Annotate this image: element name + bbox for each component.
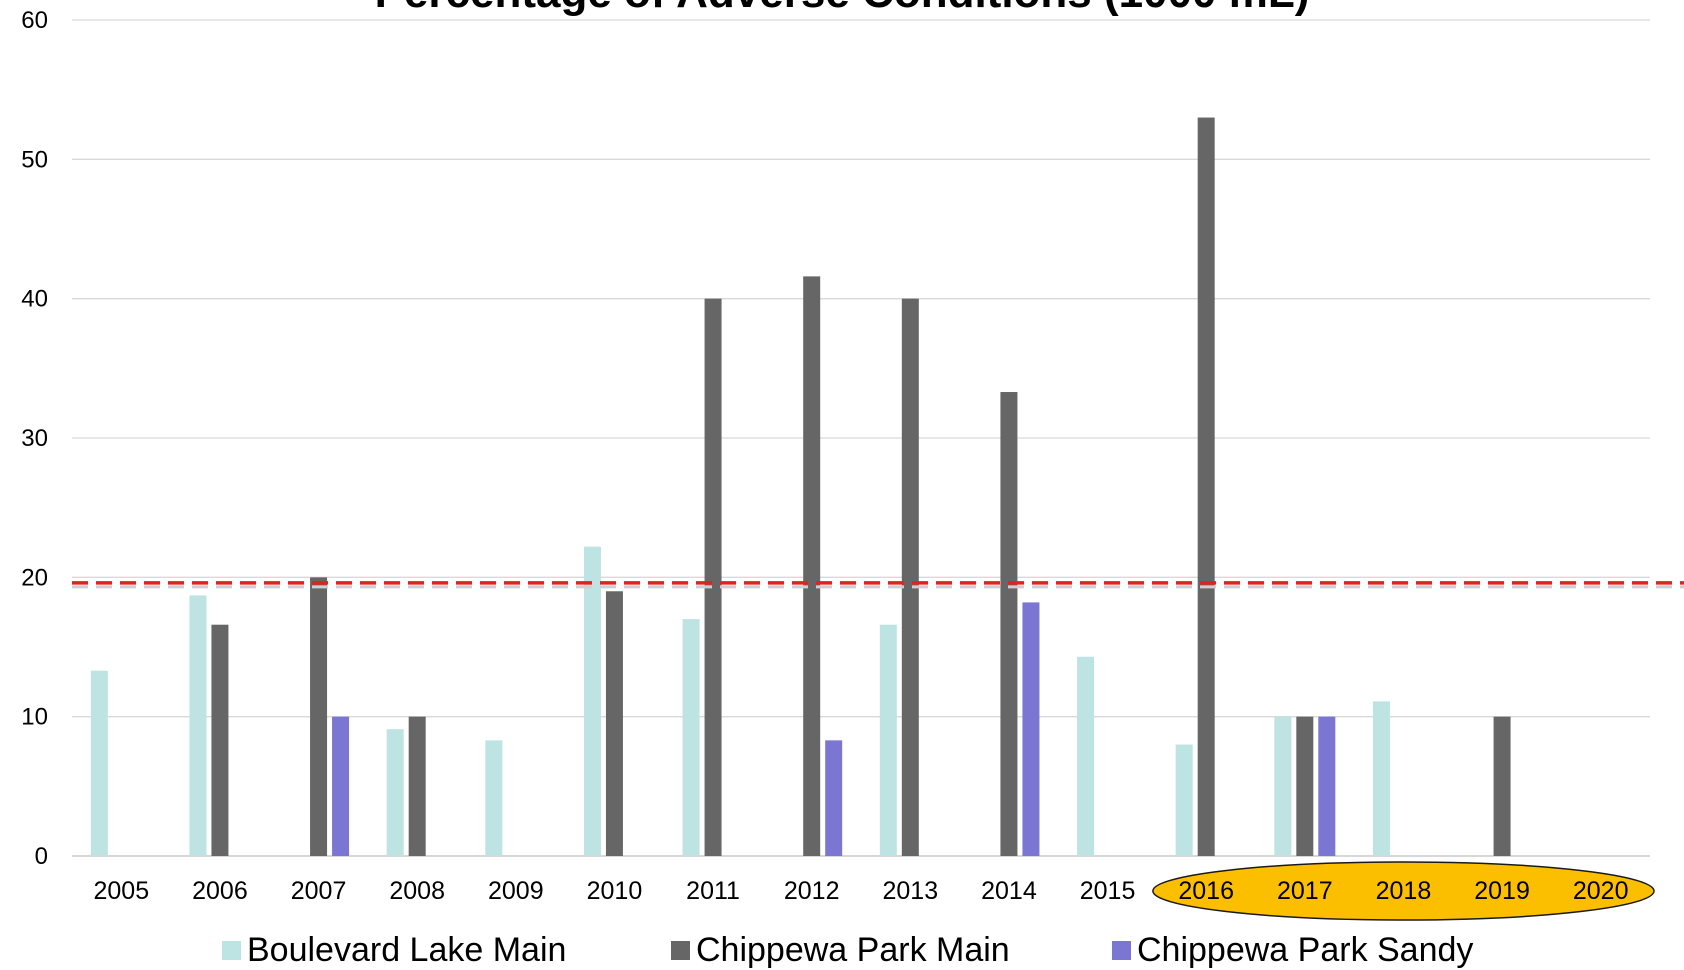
reference-line-group bbox=[72, 581, 1684, 589]
y-axis-ticks: 0 10 20 30 40 50 60 bbox=[21, 7, 48, 870]
bar-chippewa-park-main-2012 bbox=[803, 276, 821, 857]
bar-boulevard-lake-main-2015 bbox=[1077, 656, 1095, 856]
x-tick-label-2018: 2018 bbox=[1376, 877, 1432, 905]
x-tick-label-2020: 2020 bbox=[1573, 877, 1629, 905]
legend-label-chippewa-park-main: Chippewa Park Main bbox=[696, 930, 1010, 969]
bar-boulevard-lake-main-2005 bbox=[90, 670, 108, 856]
x-axis-ticks: 2005 2006 2007 2008 2009 2010 2011 2012 2013 2014… bbox=[94, 877, 1629, 905]
y-tick-label-40: 40 bbox=[21, 286, 48, 313]
bar-chippewa-park-main-2010 bbox=[605, 591, 623, 856]
x-tick-label-2017: 2017 bbox=[1277, 877, 1333, 905]
y-tick-label-0: 0 bbox=[35, 843, 48, 870]
legend-item-boulevard-lake-main: Boulevard Lake Main bbox=[222, 930, 566, 970]
y-tick-label-60: 60 bbox=[21, 7, 48, 34]
bar-chippewa-park-main-2006 bbox=[211, 624, 229, 856]
bar-chippewa-park-sandy-2012 bbox=[825, 740, 843, 856]
bar-boulevard-lake-main-2010 bbox=[583, 546, 601, 856]
bar-chippewa-park-main-2007 bbox=[310, 577, 328, 856]
bar-chippewa-park-sandy-2017 bbox=[1318, 716, 1336, 856]
x-tick-label-2016: 2016 bbox=[1178, 877, 1234, 905]
legend-item-chippewa-park-main: Chippewa Park Main bbox=[671, 930, 1010, 970]
x-tick-label-2019: 2019 bbox=[1474, 877, 1530, 905]
bar-chippewa-park-main-2008 bbox=[408, 716, 426, 856]
x-tick-label-2012: 2012 bbox=[784, 877, 840, 905]
bars bbox=[90, 117, 1511, 857]
bar-chippewa-park-main-2013 bbox=[901, 298, 919, 857]
bar-chippewa-park-main-2016 bbox=[1197, 117, 1215, 857]
x-tick-label-2008: 2008 bbox=[389, 877, 445, 905]
y-tick-label-10: 10 bbox=[21, 704, 48, 731]
bar-chippewa-park-sandy-2014 bbox=[1022, 602, 1040, 856]
chart-title: Percentage of Adverse Conditions (1000 m… bbox=[0, 0, 1684, 18]
legend-label-boulevard-lake-main: Boulevard Lake Main bbox=[247, 930, 567, 969]
bar-chippewa-park-main-2017 bbox=[1296, 716, 1314, 856]
bar-chippewa-park-main-2011 bbox=[704, 298, 722, 857]
bar-boulevard-lake-main-2009 bbox=[485, 740, 503, 856]
legend-swatch-chippewa-park-sandy bbox=[1112, 940, 1131, 960]
legend-swatch-chippewa-park-main bbox=[671, 940, 690, 960]
bar-boulevard-lake-main-2011 bbox=[682, 619, 700, 856]
bar-boulevard-lake-main-2018 bbox=[1372, 701, 1390, 856]
y-tick-label-20: 20 bbox=[21, 564, 48, 591]
year-highlight bbox=[1152, 861, 1655, 921]
y-tick-label-30: 30 bbox=[21, 425, 48, 452]
bar-chippewa-park-main-2014 bbox=[1000, 392, 1018, 856]
x-tick-label-2009: 2009 bbox=[488, 877, 544, 905]
x-tick-label-2006: 2006 bbox=[192, 877, 248, 905]
y-tick-label-50: 50 bbox=[21, 146, 48, 173]
x-tick-label-2011: 2011 bbox=[686, 877, 740, 905]
bar-boulevard-lake-main-2016 bbox=[1175, 744, 1193, 856]
x-tick-label-2005: 2005 bbox=[94, 877, 150, 905]
bar-boulevard-lake-main-2013 bbox=[879, 624, 897, 856]
legend: Boulevard Lake Main Chippewa Park Main C… bbox=[0, 930, 1684, 970]
bar-boulevard-lake-main-2006 bbox=[189, 595, 207, 856]
x-tick-label-2014: 2014 bbox=[981, 877, 1037, 905]
legend-item-chippewa-park-sandy: Chippewa Park Sandy bbox=[1112, 930, 1473, 970]
legend-label-chippewa-park-sandy: Chippewa Park Sandy bbox=[1137, 930, 1474, 969]
bar-boulevard-lake-main-2017 bbox=[1274, 716, 1292, 856]
x-tick-label-2010: 2010 bbox=[587, 877, 643, 905]
bar-chippewa-park-sandy-2007 bbox=[332, 716, 350, 856]
gridlines bbox=[72, 19, 1650, 857]
legend-swatch-boulevard-lake-main bbox=[222, 940, 241, 960]
highlight-ellipse bbox=[1152, 861, 1655, 921]
bar-boulevard-lake-main-2008 bbox=[386, 729, 404, 856]
x-tick-label-2015: 2015 bbox=[1080, 877, 1136, 905]
x-tick-label-2013: 2013 bbox=[883, 877, 939, 905]
x-tick-label-2007: 2007 bbox=[291, 877, 347, 905]
bar-chippewa-park-main-2019 bbox=[1493, 716, 1511, 856]
